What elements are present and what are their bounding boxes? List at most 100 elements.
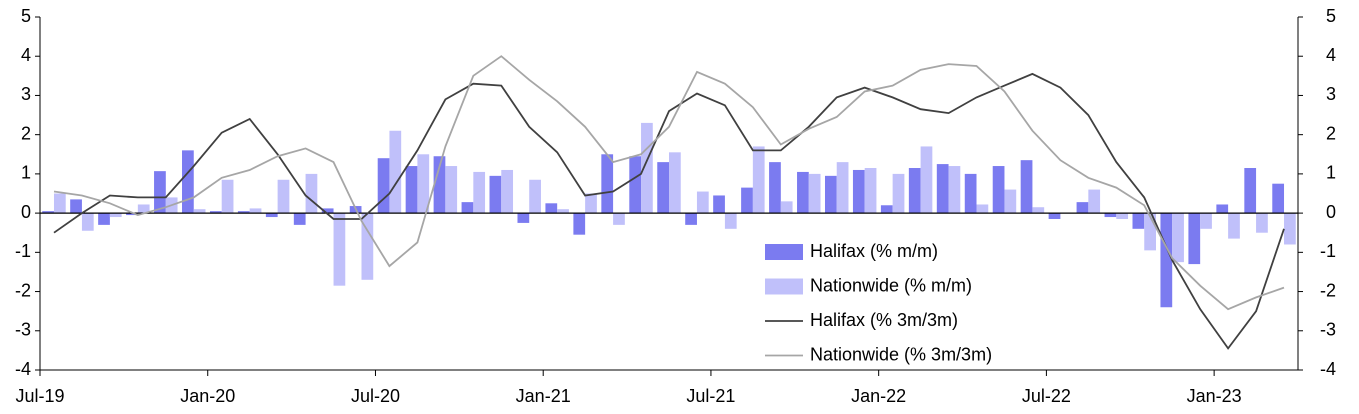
y-tick-label: -4 [15, 359, 31, 379]
bar [182, 150, 194, 214]
y2-tick-label: -2 [1320, 280, 1336, 300]
bar [769, 162, 781, 214]
bar [445, 166, 458, 214]
bar [741, 187, 753, 214]
bar [209, 211, 222, 214]
bar [1160, 213, 1173, 308]
bar [1076, 202, 1089, 214]
bar [1188, 213, 1201, 265]
bar [405, 166, 418, 214]
bar [824, 175, 837, 214]
bar [1088, 189, 1101, 214]
y-tick-label: 5 [21, 6, 31, 26]
legend-label: Nationwide (% m/m) [810, 275, 972, 295]
bar [948, 166, 961, 214]
legend-swatch [765, 244, 803, 260]
bar [880, 205, 893, 214]
bar [98, 213, 110, 225]
legend-swatch [765, 278, 803, 295]
bar [1004, 189, 1017, 214]
bar [221, 179, 234, 214]
y2-tick-label: 1 [1326, 163, 1336, 183]
legend-label: Nationwide (% 3m/3m) [810, 344, 992, 364]
bar [237, 211, 250, 214]
bar [1216, 204, 1229, 214]
bar [613, 213, 625, 225]
bar [333, 213, 346, 286]
bar [489, 175, 502, 214]
bar [1244, 168, 1257, 214]
bar [321, 208, 334, 214]
bar [1048, 213, 1061, 219]
bar [852, 169, 865, 214]
y2-tick-label: -1 [1320, 241, 1336, 261]
x-tick-label: Jul-21 [686, 386, 735, 406]
bar [864, 168, 877, 214]
bar [1032, 207, 1045, 214]
line [53, 72, 1285, 350]
bar [780, 201, 793, 214]
bar [137, 204, 150, 214]
bar [808, 173, 821, 214]
y2-tick-label: -3 [1320, 320, 1336, 340]
legend-label: Halifax (% m/m) [810, 241, 938, 261]
bar [696, 191, 709, 214]
y-tick-label: 0 [21, 202, 31, 222]
bar [1132, 213, 1145, 229]
bar [361, 213, 374, 280]
bar [1256, 213, 1268, 233]
y-tick-label: 4 [21, 45, 31, 65]
bar [277, 179, 290, 214]
bar [1020, 160, 1033, 214]
bar [585, 193, 597, 214]
y-tick-label: 1 [21, 163, 31, 183]
bar [517, 213, 530, 223]
bar [1172, 213, 1184, 263]
y-tick-label: -3 [15, 320, 31, 340]
y2-tick-label: -4 [1320, 359, 1336, 379]
x-tick-label: Jul-22 [1022, 386, 1071, 406]
y2-tick-label: 2 [1326, 123, 1336, 143]
y2-tick-label: 5 [1326, 6, 1336, 26]
bar [1104, 213, 1117, 218]
bar [1200, 213, 1212, 229]
bar [797, 171, 809, 214]
bar [417, 154, 430, 214]
x-tick-label: Jul-19 [15, 386, 64, 406]
y-tick-label: 3 [21, 84, 31, 104]
x-tick-label: Jan-22 [851, 386, 906, 406]
bar [545, 203, 558, 214]
bar [109, 213, 122, 218]
bar [669, 152, 681, 214]
line [53, 55, 1285, 311]
y2-tick-label: 4 [1326, 45, 1336, 65]
x-tick-label: Jul-20 [351, 386, 400, 406]
bar [305, 173, 318, 214]
bar [641, 122, 653, 214]
bar [1228, 213, 1240, 239]
bar [433, 156, 446, 214]
bar [501, 169, 514, 214]
bar [249, 208, 262, 214]
y-tick-label: -1 [15, 241, 31, 261]
y-tick-label: -2 [15, 280, 31, 300]
bar [473, 171, 486, 214]
bar [53, 193, 66, 214]
x-tick-label: Jan-23 [1187, 386, 1242, 406]
bar [992, 166, 1005, 214]
y-tick-label: 2 [21, 123, 31, 143]
bar [892, 173, 905, 214]
legend-label: Halifax (% 3m/3m) [810, 310, 958, 330]
bar [126, 213, 138, 216]
bar [976, 204, 989, 214]
bar [81, 213, 94, 231]
x-tick-label: Jan-21 [516, 386, 571, 406]
y2-tick-label: 3 [1326, 84, 1336, 104]
bar [193, 209, 206, 214]
bar [713, 195, 725, 214]
bar [601, 154, 614, 214]
x-tick-label: Jan-20 [180, 386, 235, 406]
bar [461, 202, 474, 214]
bar [42, 211, 54, 214]
